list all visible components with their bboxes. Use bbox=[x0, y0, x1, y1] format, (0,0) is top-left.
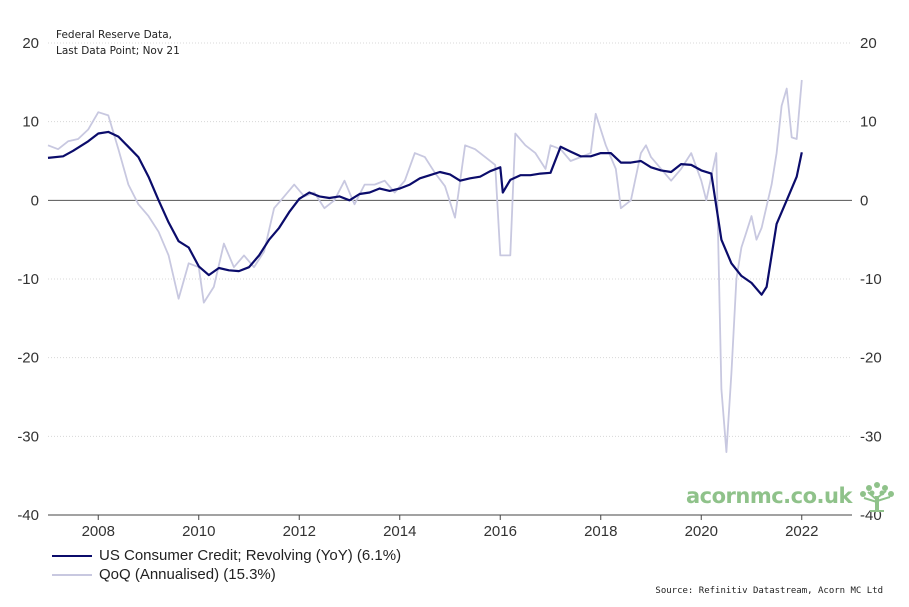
brand-text: acornmc.co.uk bbox=[686, 484, 852, 508]
x-tick-label: 2020 bbox=[685, 523, 718, 540]
gridlines bbox=[48, 42, 852, 437]
y-left-tick-label: -30 bbox=[17, 428, 39, 445]
y-right-tick-label: 0 bbox=[860, 192, 868, 209]
x-tick-label: 2012 bbox=[283, 523, 316, 540]
data-note-line-2: Last Data Point; Nov 21 bbox=[56, 45, 180, 57]
x-tick-label: 2016 bbox=[484, 523, 517, 540]
legend-item-qoq: QoQ (Annualised) (15.3%) bbox=[52, 565, 401, 584]
legend-label-yoy: US Consumer Credit; Revolving (YoY) (6.1… bbox=[99, 547, 402, 564]
tree-icon bbox=[859, 482, 894, 512]
y-left-tick-label: 20 bbox=[22, 35, 39, 52]
x-tick-label: 2022 bbox=[785, 523, 818, 540]
legend-label-qoq: QoQ (Annualised) (15.3%) bbox=[99, 566, 276, 583]
tick-labels: 2008 2010 2012 2014 2016 2018 2020 202220100-10… bbox=[17, 35, 881, 540]
y-right-tick-label: 10 bbox=[860, 114, 877, 131]
legend: US Consumer Credit; Revolving (YoY) (6.1… bbox=[52, 546, 401, 584]
legend-item-yoy: US Consumer Credit; Revolving (YoY) (6.1… bbox=[52, 546, 401, 565]
y-left-tick-label: -20 bbox=[17, 350, 39, 367]
y-right-tick-label: 20 bbox=[860, 35, 877, 52]
series-line-yoy bbox=[47, 130, 803, 296]
y-right-tick-label: -30 bbox=[860, 428, 882, 445]
series-line-qoq bbox=[47, 79, 803, 453]
y-left-tick-label: 10 bbox=[22, 114, 39, 131]
y-left-tick-label: 0 bbox=[31, 192, 39, 209]
y-left-tick-label: -10 bbox=[17, 271, 39, 288]
x-tick-label: 2010 bbox=[182, 523, 215, 540]
legend-swatch-yoy bbox=[52, 554, 92, 557]
series-lines bbox=[47, 79, 803, 453]
data-note: Federal Reserve Data, Last Data Point; N… bbox=[56, 27, 180, 59]
axes bbox=[48, 514, 852, 520]
legend-swatch-qoq bbox=[52, 573, 92, 576]
x-tick-label: 2018 bbox=[584, 523, 617, 540]
x-tick-label: 2014 bbox=[383, 523, 416, 540]
y-right-tick-label: -10 bbox=[860, 271, 882, 288]
data-note-line-1: Federal Reserve Data, bbox=[56, 29, 173, 41]
x-tick-label: 2008 bbox=[82, 523, 115, 540]
brand-logo: acornmc.co.uk bbox=[686, 480, 896, 512]
source-note: Source: Refinitiv Datastream, Acorn MC L… bbox=[655, 586, 883, 596]
y-left-tick-label: -40 bbox=[17, 507, 39, 524]
y-right-tick-label: -20 bbox=[860, 350, 882, 367]
